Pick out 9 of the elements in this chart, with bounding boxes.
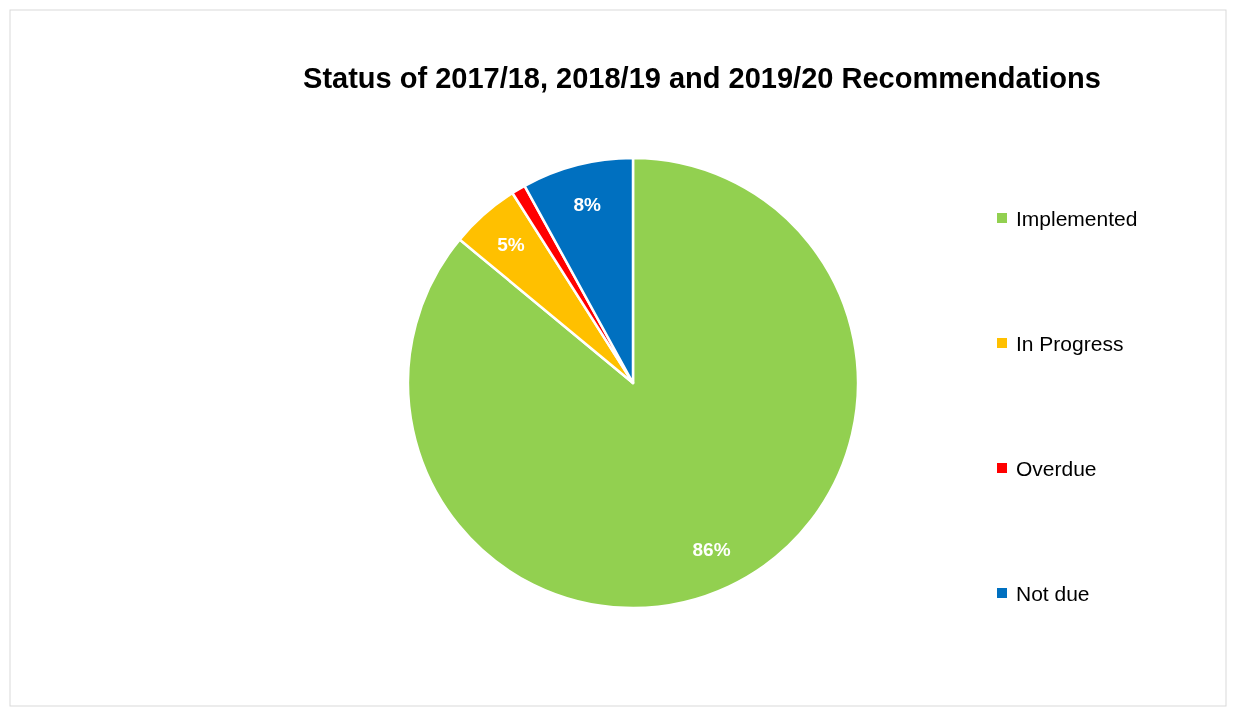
- data-label: 5%: [497, 234, 525, 256]
- legend-label: Overdue: [1016, 456, 1097, 480]
- chart-title: Status of 2017/18, 2018/19 and 2019/20 Recommendations: [303, 62, 1101, 94]
- data-label: 86%: [692, 539, 731, 561]
- legend-label: Implemented: [1016, 206, 1138, 230]
- legend-label: Not due: [1016, 581, 1090, 605]
- data-label: 8%: [573, 193, 601, 215]
- pie-slice: [407, 156, 860, 609]
- legend-label: In Progress: [1016, 331, 1124, 355]
